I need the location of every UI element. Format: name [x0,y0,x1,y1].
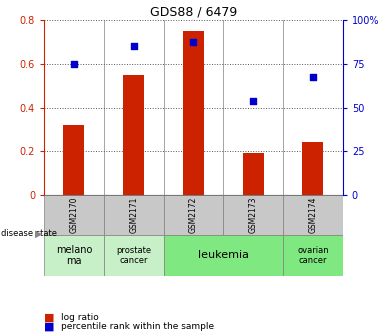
Text: GSM2172: GSM2172 [189,197,198,233]
Bar [44,195,104,235]
Bar [283,235,343,276]
Text: GSM2173: GSM2173 [249,197,258,233]
Point [310,74,316,80]
Point [131,44,137,49]
Title: GDS88 / 6479: GDS88 / 6479 [150,6,237,19]
Bar [164,235,283,276]
Bar [223,195,283,235]
Point [190,39,196,45]
Text: ■: ■ [44,322,54,332]
Text: leukemia: leukemia [198,250,249,260]
Bar [44,235,104,276]
Bar [183,31,204,195]
Text: prostate
cancer: prostate cancer [116,246,151,265]
Text: log ratio: log ratio [61,313,99,322]
Text: melano
ma: melano ma [56,245,92,266]
Bar [104,195,164,235]
Text: GSM2170: GSM2170 [69,197,79,233]
Text: disease state: disease state [1,229,57,238]
Text: percentile rank within the sample: percentile rank within the sample [61,322,214,331]
Bar [283,195,343,235]
Point [71,61,77,67]
Bar [64,125,84,195]
Text: GSM2174: GSM2174 [308,197,318,233]
Point [250,98,256,103]
Text: ■: ■ [44,312,54,323]
Bar [303,142,323,195]
Text: GSM2171: GSM2171 [129,197,138,233]
Text: ▶: ▶ [35,228,43,239]
Text: ovarian
cancer: ovarian cancer [297,246,329,265]
Bar [164,195,223,235]
Bar [104,235,164,276]
Bar [243,154,264,195]
Bar [123,75,144,195]
